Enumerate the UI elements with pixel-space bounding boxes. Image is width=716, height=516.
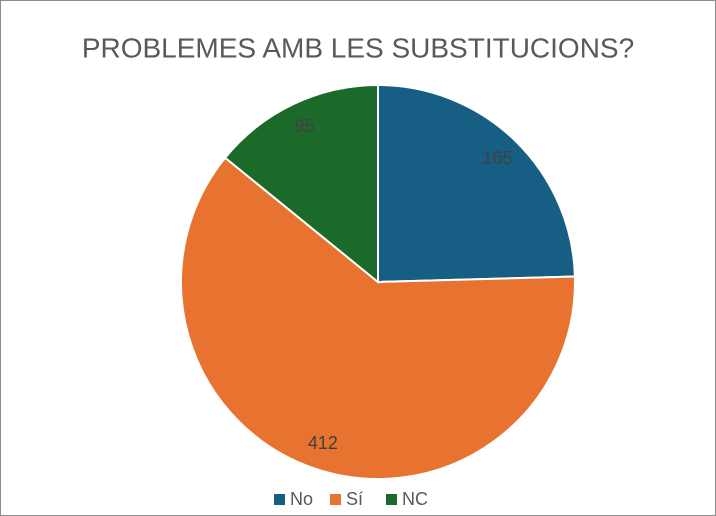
chart-title: PROBLEMES AMB LES SUBSTITUCIONS? [82,32,634,63]
pie-slice [223,83,379,285]
data-label: 95 [294,116,314,136]
legend-swatch [274,494,285,505]
legend-label: NC [402,489,428,509]
legend-swatch [330,494,341,505]
data-label: 412 [308,433,338,453]
pie-slice [180,156,576,480]
pie-slice [377,83,576,284]
legend-label: No [290,489,313,509]
legend-label: Sí [346,489,363,509]
legend-swatch [386,494,397,505]
data-label: 165 [482,148,512,168]
